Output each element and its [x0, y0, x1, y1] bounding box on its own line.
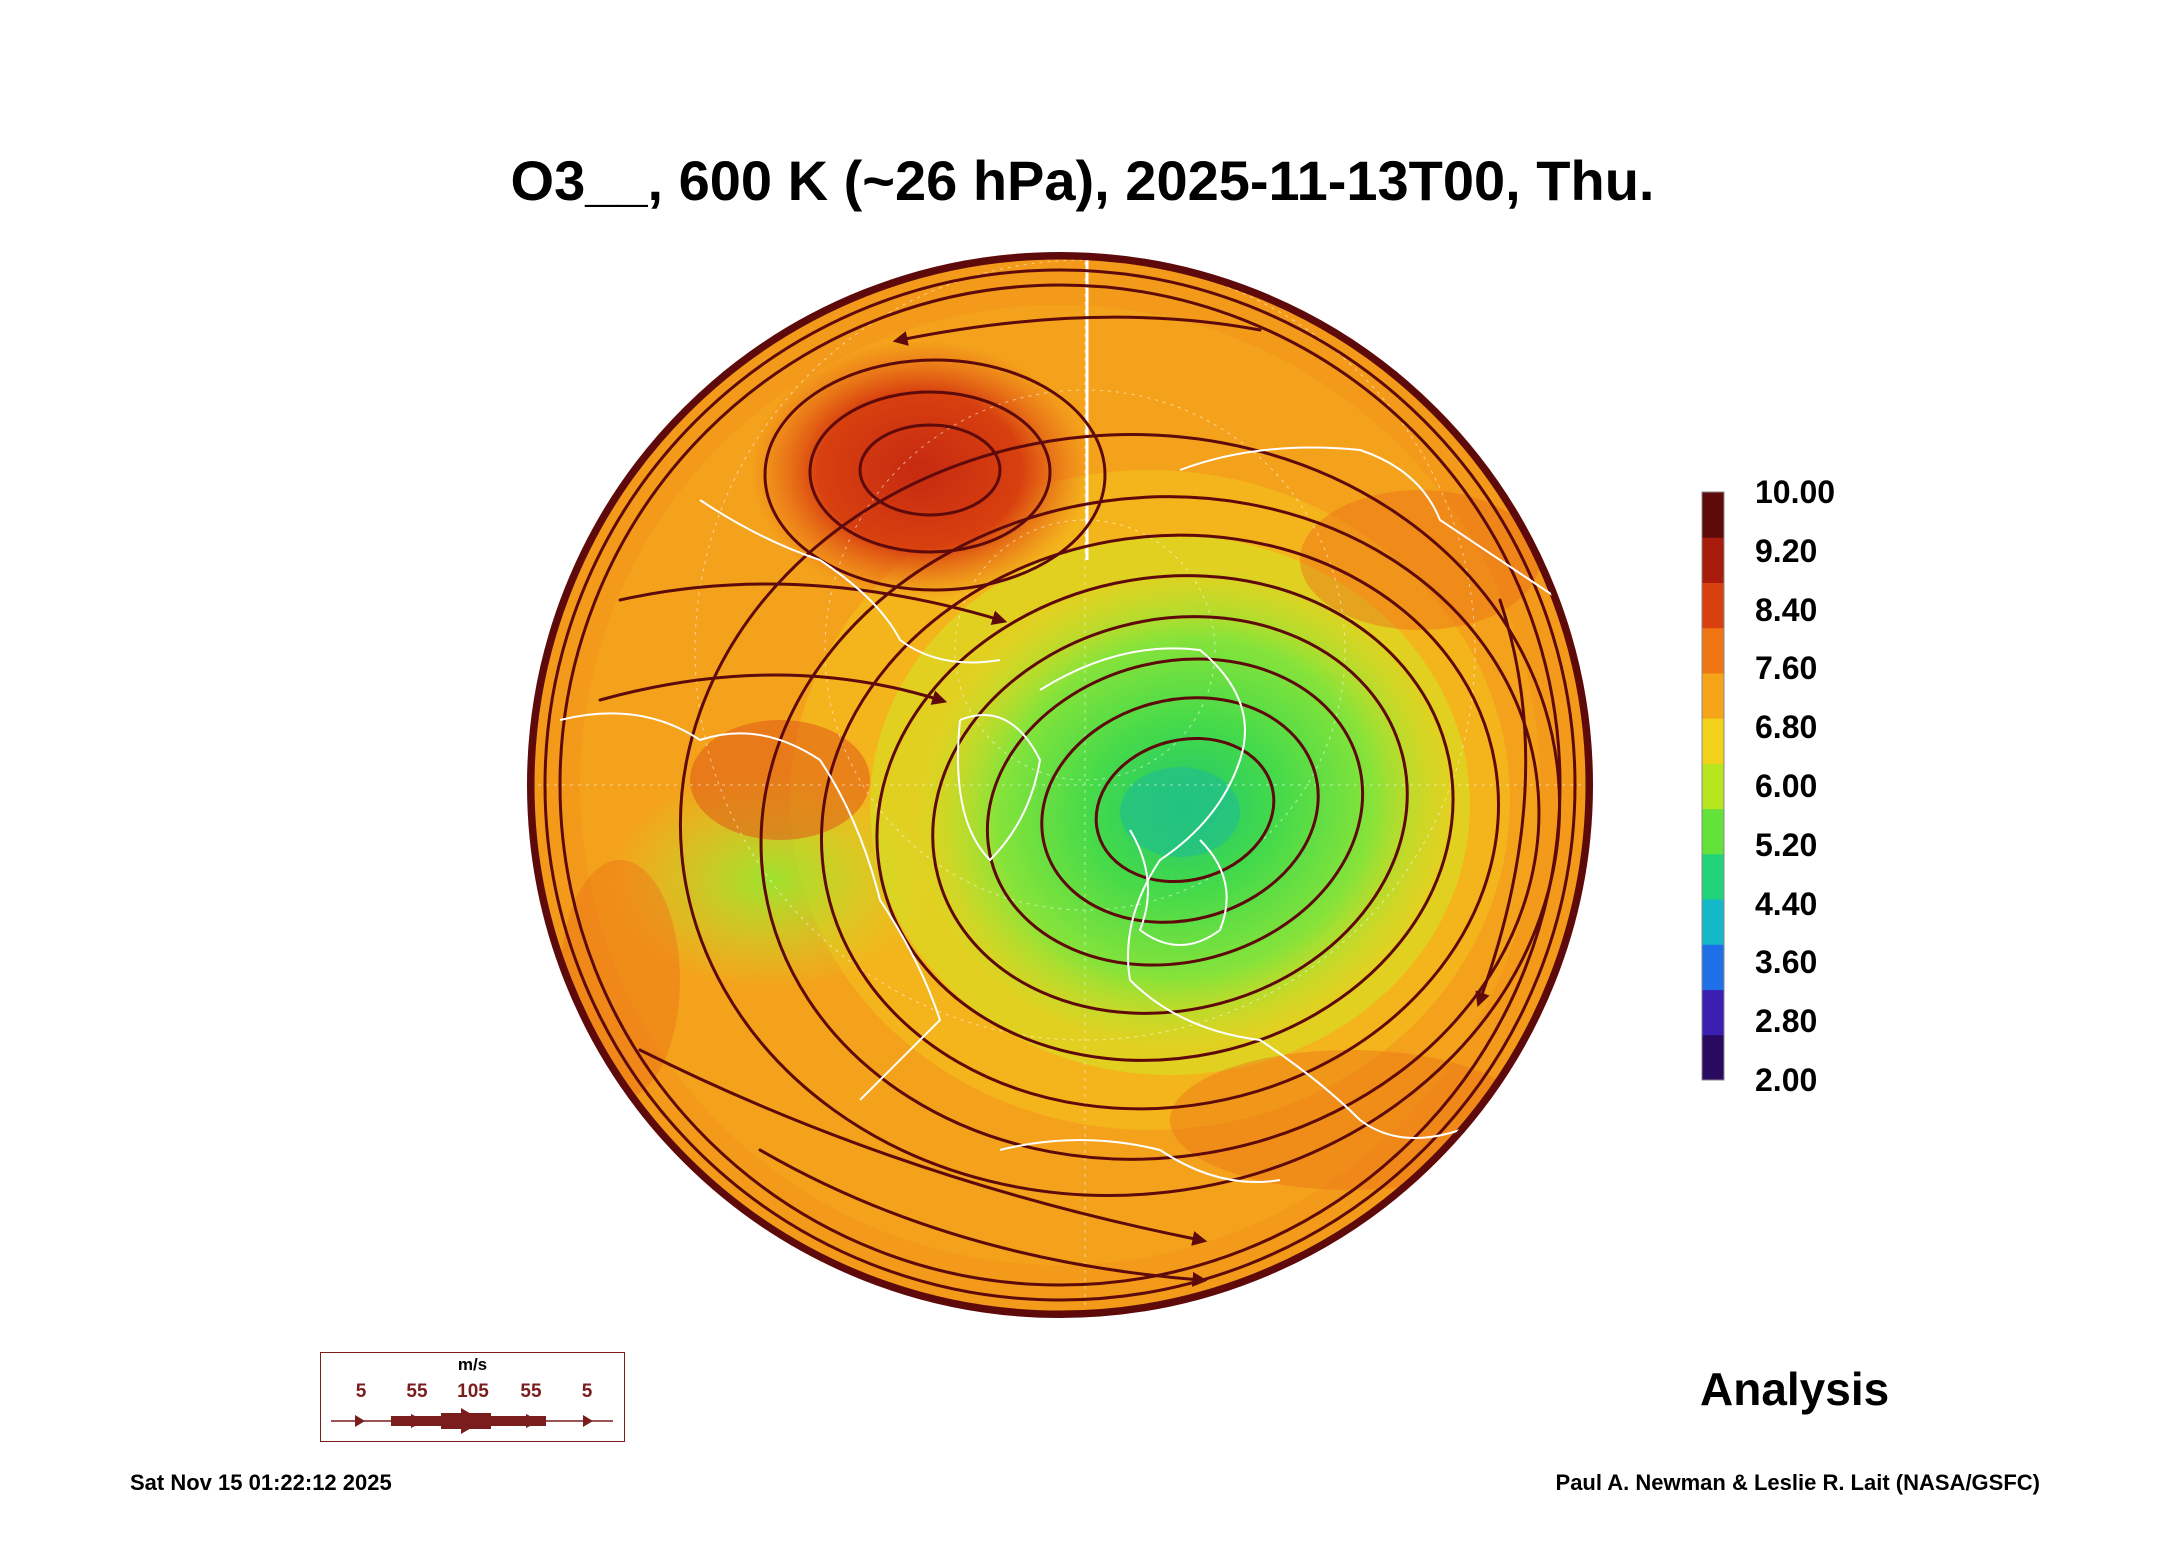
colorbar-segment	[1702, 1034, 1724, 1081]
coastline-alaska	[699, 499, 1001, 664]
colorbar-segment	[1702, 853, 1724, 900]
colorbar-frame	[1701, 491, 1725, 1081]
chart-title: O3__, 600 K (~26 hPa), 2025-11-13T00, Th…	[510, 149, 1655, 212]
coastline-greenland	[957, 714, 1042, 862]
colorbar-tick-label: 6.80	[1755, 709, 1818, 746]
wind-legend-value: 5	[355, 1381, 367, 1402]
streamline	[759, 495, 1541, 1161]
streamline	[858, 423, 1002, 517]
streamline	[638, 1048, 1208, 1246]
streamline	[543, 268, 1577, 1302]
streamline	[1094, 736, 1276, 884]
colorbar-segment	[1702, 763, 1724, 810]
colorbar-tick-label: 9.20	[1755, 532, 1818, 569]
streamline	[1040, 696, 1320, 924]
colorbar-segment	[1702, 944, 1724, 991]
streamline	[985, 657, 1365, 967]
wind-legend-arrows	[331, 1408, 613, 1434]
colorbar-tick-label: 5.20	[1755, 826, 1818, 863]
colorbar-segment	[1702, 672, 1724, 719]
analysis-label: Analysis	[1700, 1363, 1890, 1415]
colorbar-tick-label: 10.00	[1755, 474, 1836, 510]
colorbar-tick-label: 4.40	[1755, 885, 1818, 922]
wind-speed-legend: m/s 5 55 105 55 5	[320, 1352, 625, 1442]
colorbar-segment	[1702, 899, 1724, 945]
colorbar-tick-label: 2.00	[1755, 1062, 1818, 1098]
coastline-scandinavia	[1129, 829, 1228, 946]
colorbar-tick-label: 2.80	[1755, 1003, 1818, 1040]
wind-legend-unit: m/s	[457, 1355, 488, 1374]
colorbar-tick-label: 6.00	[1755, 768, 1818, 804]
streamline	[1475, 598, 1528, 1008]
streamline	[763, 358, 1107, 592]
streamline	[875, 574, 1455, 1062]
wind-legend-value: 55	[520, 1381, 542, 1402]
map-boundary	[527, 252, 1593, 1318]
streamline	[758, 1148, 1208, 1287]
colorbar-segment	[1702, 582, 1724, 629]
colorbar-segment	[1702, 627, 1724, 674]
credit: Paul A. Newman & Leslie R. Lait (NASA/GS…	[1555, 1470, 2040, 1495]
streamline	[598, 673, 948, 705]
coastline-siberia	[1179, 446, 1561, 601]
colorbar-segment	[1702, 808, 1724, 855]
coastlines	[559, 446, 1561, 1183]
colorbar	[1701, 491, 1725, 1081]
streamline	[618, 582, 1008, 626]
graticule	[530, 255, 1590, 1315]
coastline-eurasia	[1039, 647, 1461, 1139]
streamline	[892, 315, 1262, 346]
streamline	[808, 390, 1052, 554]
streamline	[931, 615, 1409, 1015]
streamline	[678, 433, 1562, 1197]
colorbar-segment	[1702, 718, 1724, 764]
streamline	[820, 533, 1500, 1111]
wind-legend-value: 105	[457, 1381, 489, 1402]
colorbar-tick-label: 8.40	[1755, 591, 1818, 628]
coastline-africa-med	[999, 1139, 1281, 1183]
colorbar-segment	[1702, 492, 1724, 538]
streamline	[558, 283, 1562, 1287]
coastline-north-america	[559, 712, 942, 1101]
wind-legend-value: 5	[581, 1381, 593, 1402]
colorbar-tick-label: 3.60	[1755, 944, 1818, 981]
colorbar-segment	[1702, 537, 1724, 583]
colorbar-tick-label: 7.60	[1755, 650, 1818, 687]
wind-legend-value: 55	[406, 1381, 428, 1402]
colorbar-segment	[1702, 989, 1724, 1036]
timestamp: Sat Nov 15 01:22:12 2025	[130, 1470, 392, 1495]
